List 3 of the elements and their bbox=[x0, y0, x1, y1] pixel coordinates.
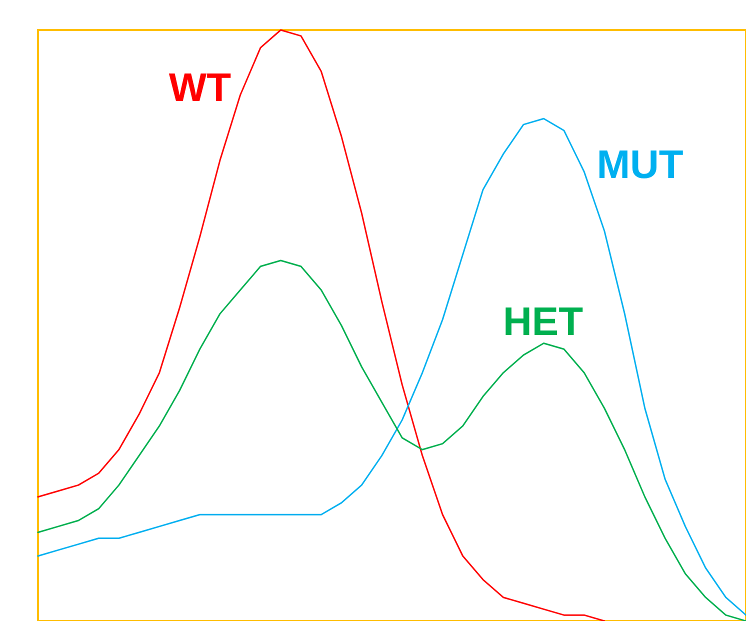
series-label: MUT bbox=[596, 143, 684, 187]
series-label: WT bbox=[168, 66, 232, 110]
series-label: HET bbox=[503, 300, 583, 344]
